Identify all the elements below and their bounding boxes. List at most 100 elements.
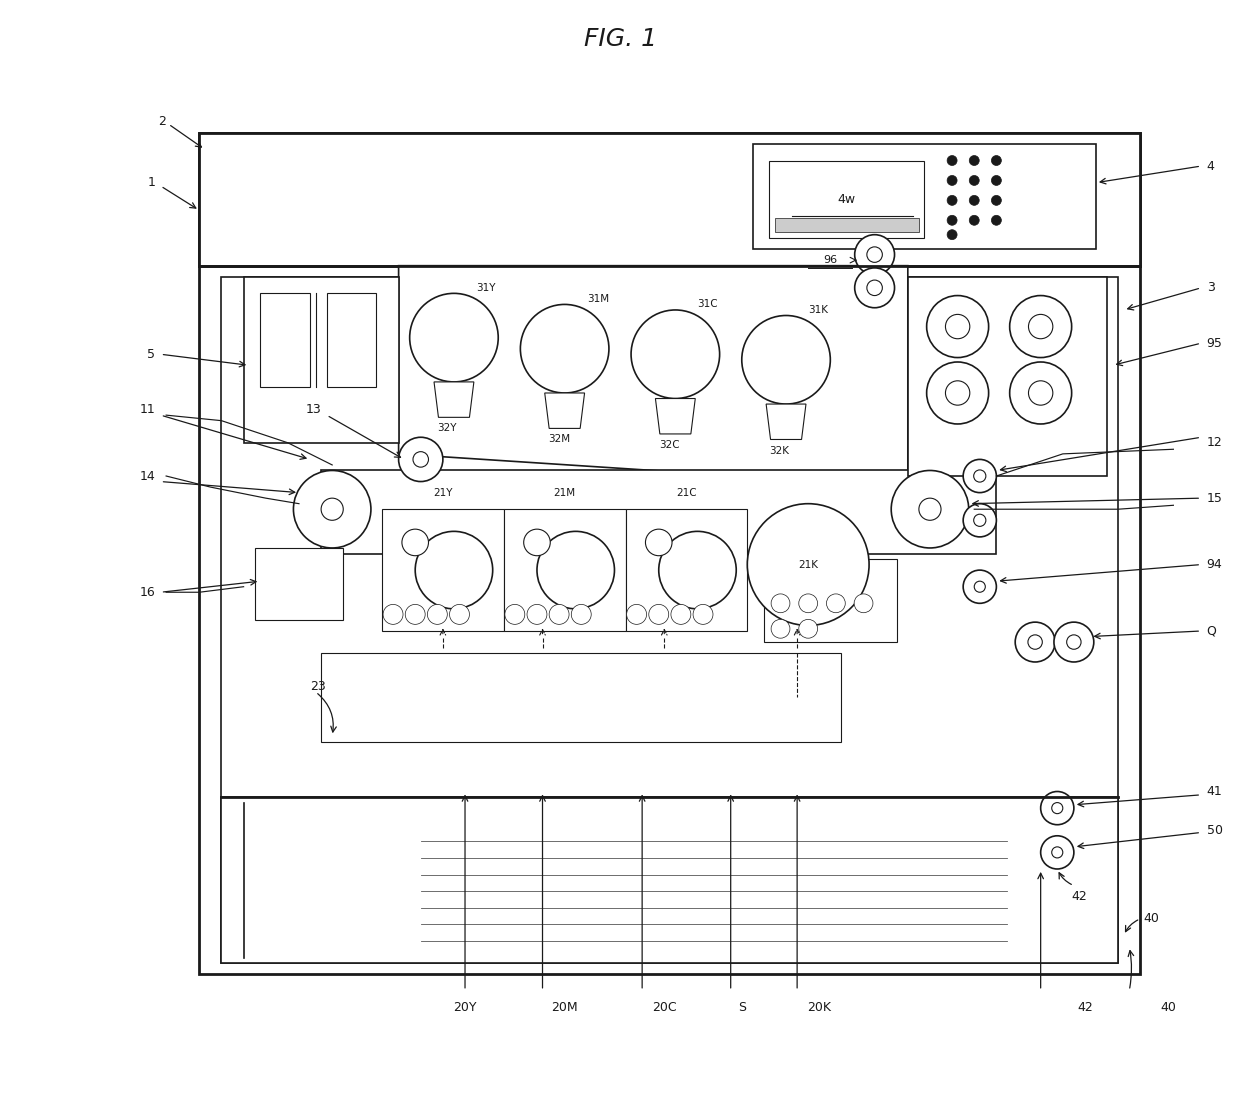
Bar [503, 509, 625, 631]
Circle shape [970, 195, 980, 206]
Bar [321, 470, 997, 554]
Bar [625, 509, 748, 631]
Text: 20K: 20K [807, 1001, 831, 1014]
Circle shape [1040, 836, 1074, 869]
Text: 20M: 20M [552, 1001, 578, 1014]
Text: 23: 23 [310, 680, 326, 693]
Text: 12: 12 [1207, 436, 1223, 449]
Text: S: S [738, 1001, 745, 1014]
Text: 32M: 32M [548, 434, 570, 445]
Text: 20C: 20C [652, 1001, 677, 1014]
Text: 21C: 21C [676, 487, 697, 498]
Text: 20Y: 20Y [454, 1001, 476, 1014]
Circle shape [646, 529, 672, 556]
Circle shape [945, 314, 970, 339]
Circle shape [537, 531, 615, 609]
Polygon shape [766, 404, 806, 439]
Circle shape [799, 593, 817, 613]
Circle shape [947, 229, 957, 240]
Bar [200, 133, 1141, 974]
Bar [260, 293, 310, 387]
Circle shape [854, 593, 873, 613]
Circle shape [1028, 635, 1043, 649]
Bar [254, 548, 343, 620]
Circle shape [970, 156, 980, 165]
Circle shape [992, 215, 1002, 226]
Bar [243, 277, 398, 443]
Circle shape [428, 604, 448, 624]
Circle shape [970, 175, 980, 185]
Text: 95: 95 [1207, 337, 1223, 350]
Circle shape [919, 498, 941, 520]
Text: 31C: 31C [697, 299, 718, 310]
Circle shape [1028, 381, 1053, 405]
Bar [222, 277, 1118, 963]
Circle shape [926, 362, 988, 424]
Circle shape [1066, 635, 1081, 649]
Text: 32Y: 32Y [438, 423, 456, 434]
Circle shape [926, 296, 988, 358]
Text: 32K: 32K [770, 445, 790, 456]
Circle shape [867, 280, 883, 296]
Bar [775, 218, 919, 232]
Circle shape [826, 593, 846, 613]
Circle shape [1052, 847, 1063, 858]
Circle shape [649, 604, 668, 624]
Circle shape [409, 293, 498, 382]
Text: 42: 42 [1078, 1001, 1092, 1014]
Text: 21Y: 21Y [433, 487, 453, 498]
Circle shape [963, 570, 997, 603]
Text: 13: 13 [305, 403, 321, 416]
Circle shape [854, 235, 894, 275]
Circle shape [947, 156, 957, 165]
Circle shape [771, 593, 790, 613]
Bar [908, 277, 1107, 476]
Circle shape [963, 459, 997, 493]
Text: Q: Q [1207, 624, 1216, 638]
Circle shape [549, 604, 569, 624]
Bar [326, 293, 377, 387]
Circle shape [405, 604, 425, 624]
Text: 5: 5 [148, 348, 155, 361]
Text: 41: 41 [1207, 785, 1223, 798]
Polygon shape [434, 382, 474, 417]
Circle shape [992, 156, 1002, 165]
Circle shape [631, 310, 719, 399]
Text: 94: 94 [1207, 558, 1223, 571]
Circle shape [1028, 314, 1053, 339]
Bar [764, 559, 897, 642]
Circle shape [572, 604, 591, 624]
Text: 21M: 21M [553, 487, 575, 498]
Bar [770, 161, 925, 238]
Circle shape [748, 504, 869, 625]
Circle shape [854, 268, 894, 308]
Circle shape [1009, 296, 1071, 358]
Text: 31M: 31M [587, 293, 609, 304]
Text: 3: 3 [1207, 281, 1215, 294]
Circle shape [1016, 622, 1055, 662]
Text: 40: 40 [1161, 1001, 1176, 1014]
Polygon shape [398, 266, 908, 487]
Circle shape [799, 620, 817, 638]
Circle shape [947, 195, 957, 206]
Circle shape [415, 531, 492, 609]
Circle shape [658, 531, 737, 609]
Text: 1: 1 [148, 176, 155, 189]
Text: 15: 15 [1207, 492, 1223, 505]
Polygon shape [656, 399, 696, 434]
Text: 42: 42 [1071, 890, 1087, 903]
Text: 2: 2 [159, 115, 166, 128]
Circle shape [321, 498, 343, 520]
Circle shape [973, 514, 986, 526]
Bar [200, 133, 1141, 266]
Circle shape [1009, 362, 1071, 424]
Circle shape [970, 215, 980, 226]
Circle shape [450, 604, 470, 624]
Circle shape [992, 175, 1002, 185]
Polygon shape [544, 393, 584, 428]
Text: 31Y: 31Y [476, 282, 496, 293]
Bar [321, 653, 842, 742]
Circle shape [945, 381, 970, 405]
Circle shape [975, 581, 986, 592]
Circle shape [1054, 622, 1094, 662]
